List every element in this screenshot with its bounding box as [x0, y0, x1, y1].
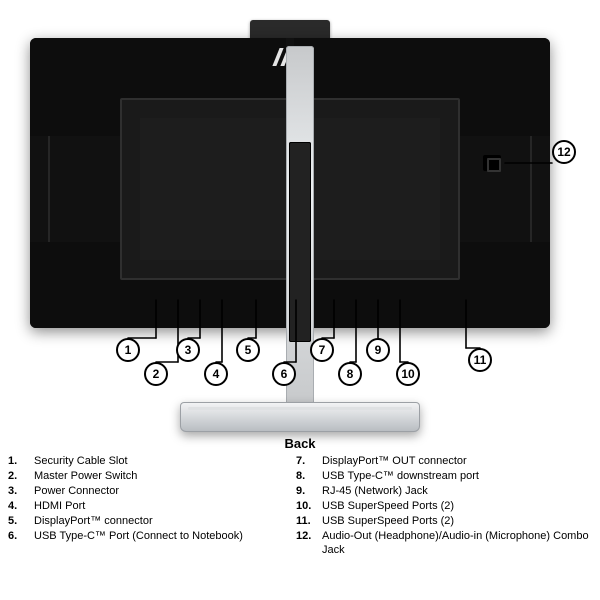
legend-text: Audio-Out (Headphone)/Audio-in (Micropho…	[322, 529, 592, 557]
callout-2: 2	[144, 362, 168, 386]
legend-text: DisplayPort™ connector	[34, 514, 278, 528]
callout-6: 6	[272, 362, 296, 386]
stand-base	[180, 402, 420, 432]
legend-num: 6.	[8, 529, 28, 543]
legend-num: 9.	[296, 484, 316, 498]
callout-3: 3	[176, 338, 200, 362]
legend-text: USB Type-C™ downstream port	[322, 469, 592, 483]
stand-neck-dark	[289, 142, 311, 342]
legend-text: Security Cable Slot	[34, 454, 278, 468]
legend-num: 1.	[8, 454, 28, 468]
legend-num: 11.	[296, 514, 316, 528]
legend-num: 7.	[296, 454, 316, 468]
legend-num: 10.	[296, 499, 316, 513]
legend-text: Master Power Switch	[34, 469, 278, 483]
webcam-bar	[250, 20, 330, 40]
callout-12: 12	[552, 140, 576, 164]
legend-text: DisplayPort™ OUT connector	[322, 454, 592, 468]
legend-num: 12.	[296, 529, 316, 557]
diagram-page: 123456789101112 Back 1.Security Cable Sl…	[0, 0, 600, 600]
side-connector	[483, 155, 501, 171]
legend-right: 7. DisplayPort™ OUT connector 8. USB Type-C…	[296, 454, 592, 557]
callout-8: 8	[338, 362, 362, 386]
callout-10: 10	[396, 362, 420, 386]
legend-text: USB SuperSpeed Ports (2)	[322, 499, 592, 513]
callout-9: 9	[366, 338, 390, 362]
legend-text: HDMI Port	[34, 499, 278, 513]
legend-num: 8.	[296, 469, 316, 483]
legend-text: RJ-45 (Network) Jack	[322, 484, 592, 498]
legend-text: Power Connector	[34, 484, 278, 498]
callout-5: 5	[236, 338, 260, 362]
legend-num: 5.	[8, 514, 28, 528]
legend-text: USB SuperSpeed Ports (2)	[322, 514, 592, 528]
callout-7: 7	[310, 338, 334, 362]
callout-1: 1	[116, 338, 140, 362]
legend-left: 1. Security Cable Slot 2. Master Power Swit…	[8, 454, 278, 543]
callout-4: 4	[204, 362, 228, 386]
callout-11: 11	[468, 348, 492, 372]
legend-title: Back	[0, 436, 600, 451]
legend-num: 2.	[8, 469, 28, 483]
legend-num: 3.	[8, 484, 28, 498]
legend-text: USB Type-C™ Port (Connect to Notebook)	[34, 529, 278, 543]
legend-num: 4.	[8, 499, 28, 513]
